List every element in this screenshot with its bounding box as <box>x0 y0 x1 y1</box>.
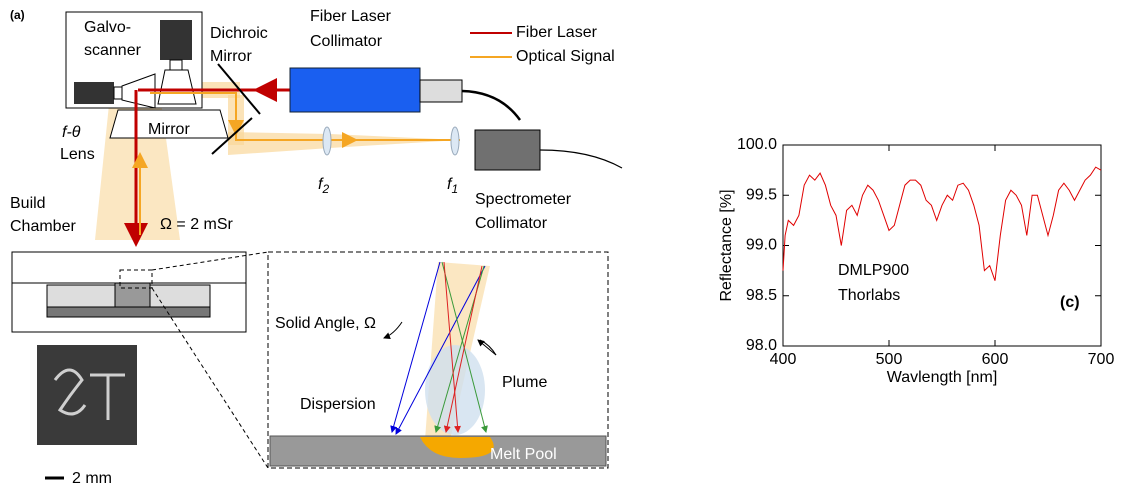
annotation: Thorlabs <box>838 287 900 304</box>
label: Collimator <box>475 215 548 232</box>
y-tick-label: 98.5 <box>746 287 777 304</box>
fiber-connector <box>420 80 462 102</box>
label: 1 <box>451 182 458 196</box>
laser-collimator <box>290 68 420 112</box>
shaft <box>170 60 182 70</box>
lens-label: f2 <box>318 176 329 196</box>
label: Mirror <box>148 121 190 138</box>
motor <box>160 20 192 60</box>
label: 2 <box>321 182 329 196</box>
label: Plume <box>502 374 547 391</box>
label: Build <box>10 195 46 212</box>
label: Spectrometer <box>475 191 572 208</box>
beam-band <box>228 132 460 155</box>
label: f-θ <box>62 124 81 141</box>
figure: (a) Galvo- scanner f-θ Lens Dichroic Mir… <box>0 0 1129 489</box>
label: Dichroic <box>210 25 268 42</box>
spectrometer-collimator <box>475 130 540 170</box>
x-tick-label: 400 <box>770 351 797 368</box>
diagram: (a) Galvo- scanner f-θ Lens Dichroic Mir… <box>10 8 622 487</box>
label: Galvo- <box>84 19 131 36</box>
part <box>115 283 150 307</box>
x-tick-label: 700 <box>1088 351 1115 368</box>
label: Fiber Laser <box>310 8 392 25</box>
lens-label: f1 <box>447 176 458 196</box>
page: (a) Galvo- scanner f-θ Lens Dichroic Mir… <box>0 0 1129 489</box>
build-plate <box>47 307 210 317</box>
y-tick-label: 100.0 <box>737 136 777 153</box>
shaft <box>114 87 122 99</box>
annotation: DMLP900 <box>838 262 909 279</box>
powder <box>150 285 210 307</box>
label: Mirror <box>210 48 252 65</box>
y-tick-label: 99.5 <box>746 186 777 203</box>
line <box>783 167 1101 281</box>
plot-frame <box>783 145 1101 346</box>
motor <box>74 82 114 104</box>
label: Dispersion <box>300 396 376 413</box>
label: Lens <box>60 146 95 163</box>
panel-label: (a) <box>10 8 25 22</box>
label: Solid Angle, Ω <box>275 315 376 332</box>
x-tick-label: 600 <box>982 351 1009 368</box>
sample-photo <box>37 345 137 445</box>
label: Melt Pool <box>490 446 557 463</box>
label: Ω = 2 mSr <box>160 216 234 233</box>
label: scanner <box>84 42 142 59</box>
y-axis-label: Reflectance [%] <box>718 189 735 301</box>
label: 2 mm <box>72 470 112 487</box>
legend-label: Optical Signal <box>516 48 615 65</box>
fiber <box>462 91 520 120</box>
annotation: (c) <box>1060 294 1080 311</box>
legend: Fiber Laser Optical Signal <box>470 24 615 65</box>
lens <box>323 127 331 155</box>
label: Chamber <box>10 218 76 235</box>
x-tick-label: 500 <box>876 351 903 368</box>
legend-label: Fiber Laser <box>516 24 598 41</box>
x-axis-label: Wavlength [nm] <box>887 369 998 386</box>
label: Collimator <box>310 33 383 50</box>
fiber <box>540 150 622 168</box>
powder <box>47 285 115 307</box>
y-tick-label: 99.0 <box>746 237 777 254</box>
lens <box>451 127 459 155</box>
